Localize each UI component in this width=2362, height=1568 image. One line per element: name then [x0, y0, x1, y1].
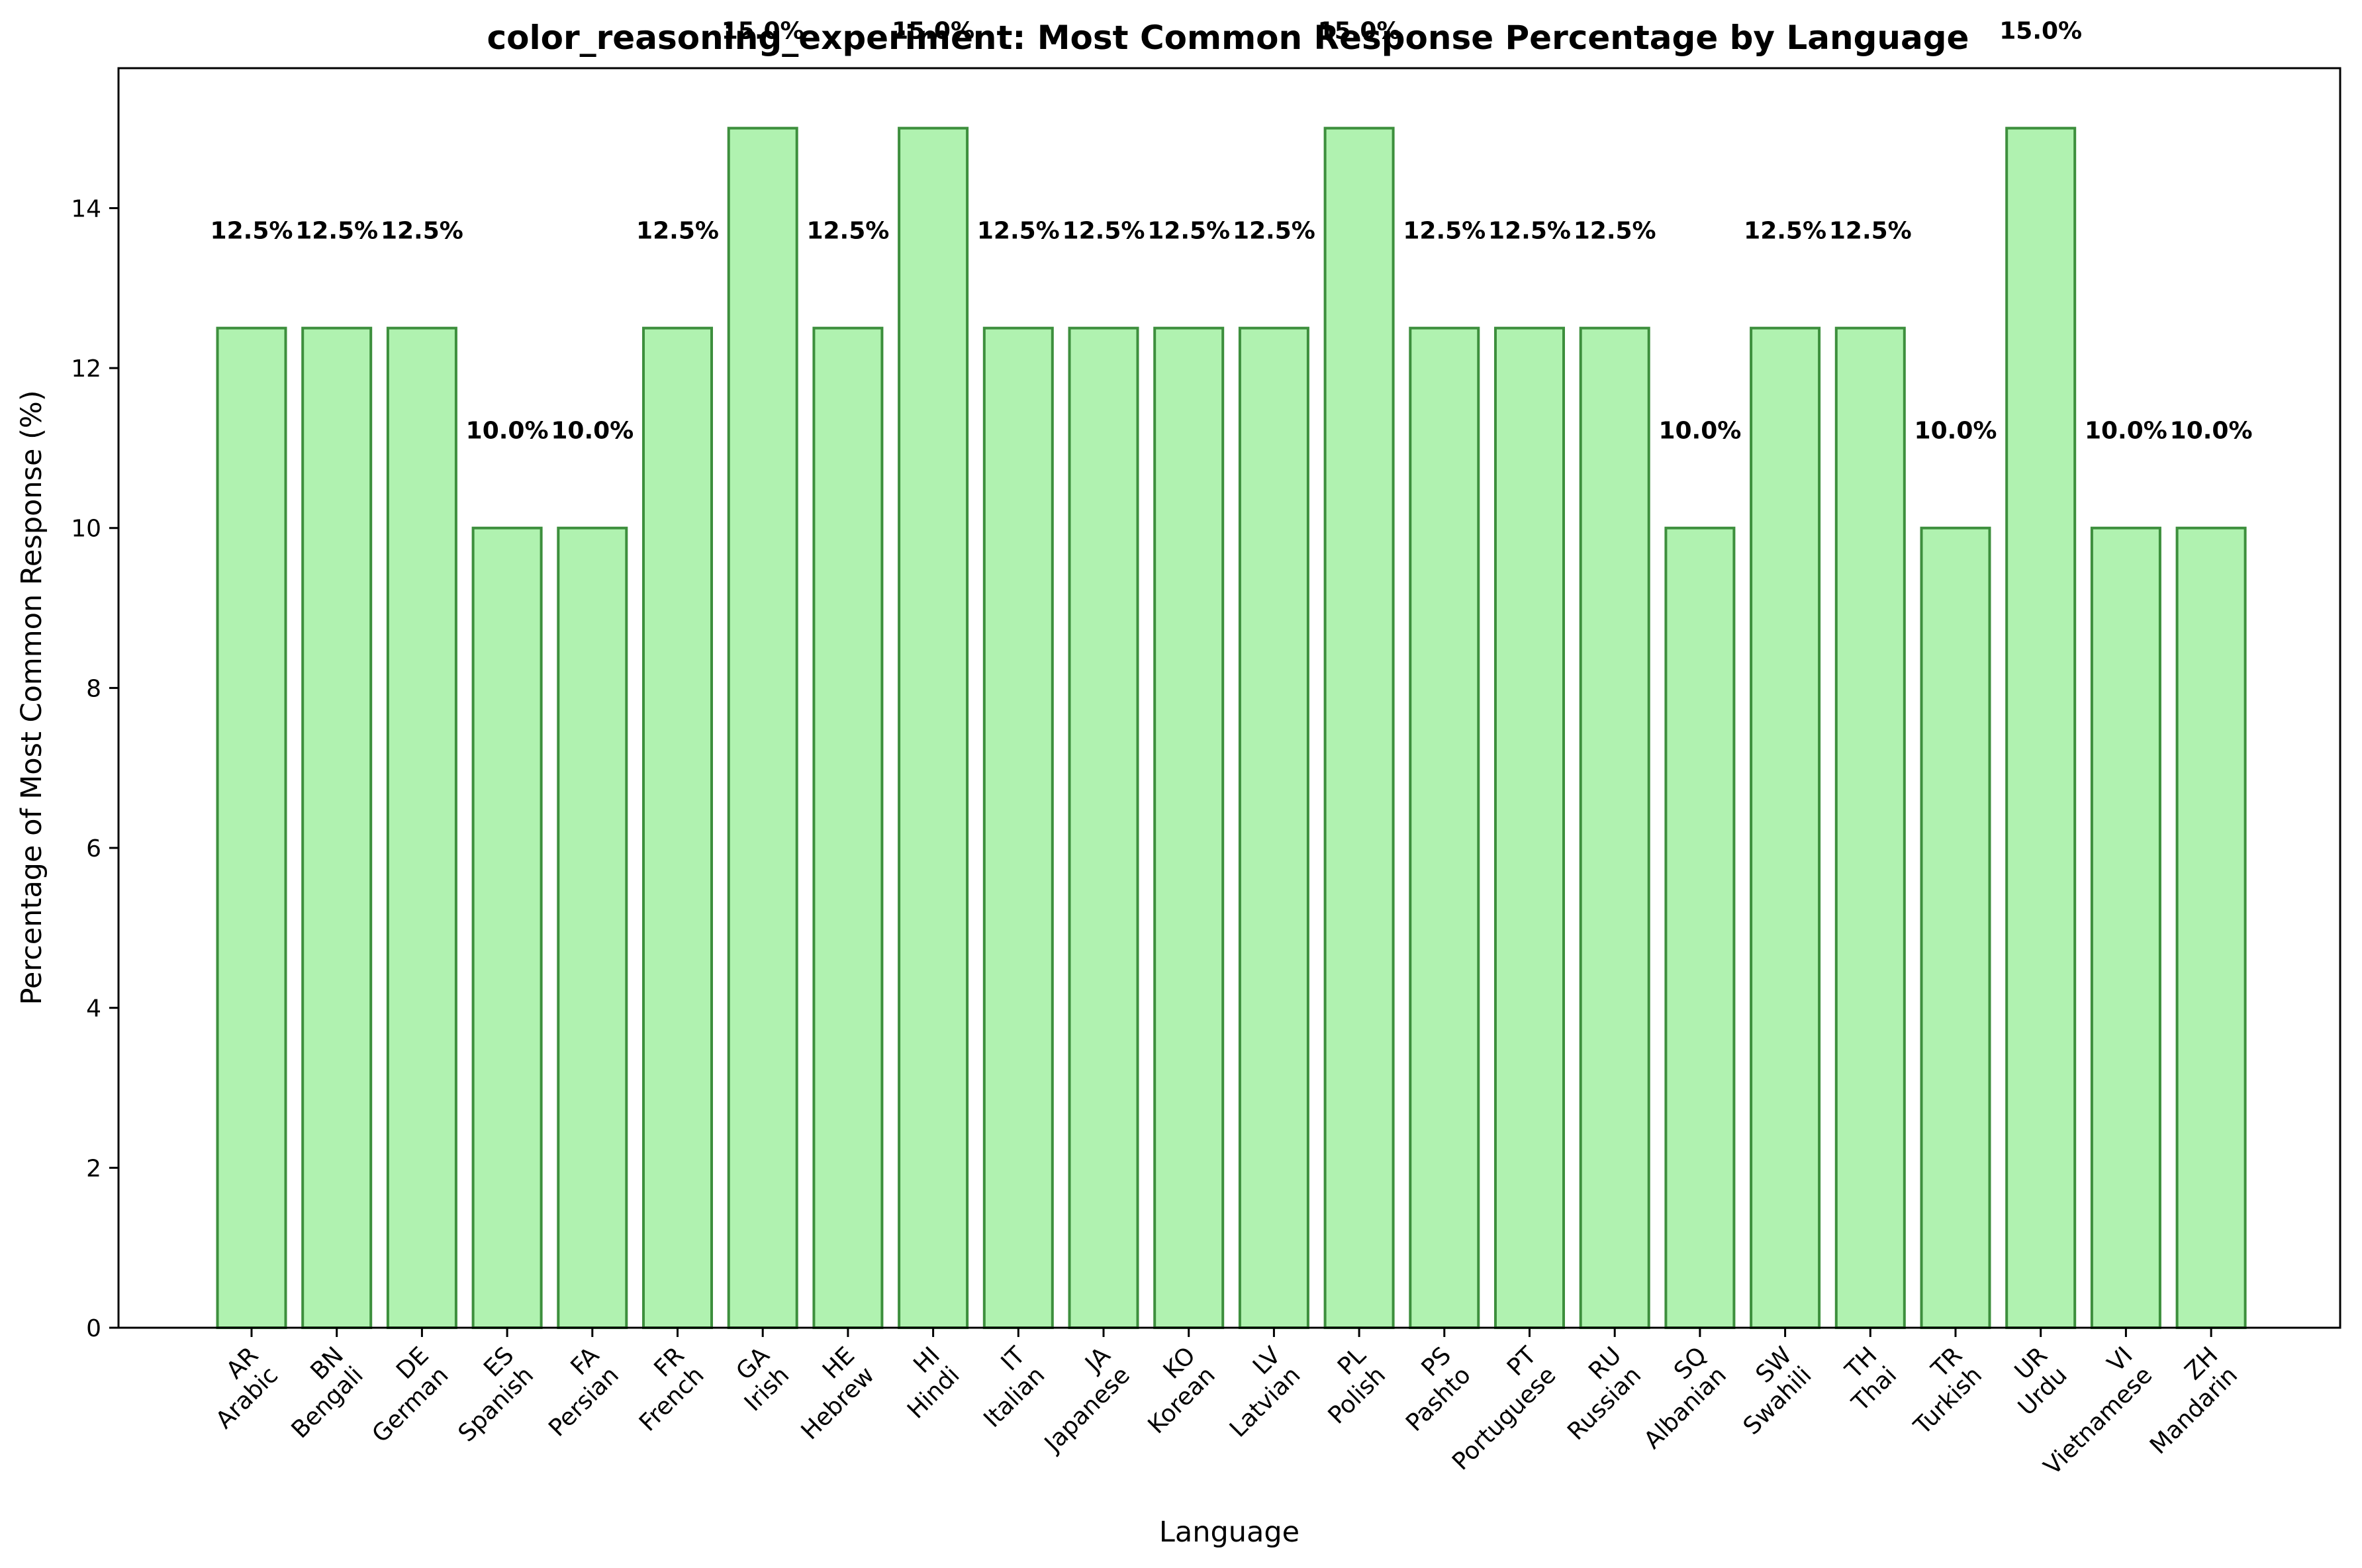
data-label-ar: 12.5% — [211, 218, 293, 245]
bar-ur — [2005, 126, 2077, 1330]
y-axis-label: Percentage of Most Common Response (%) — [15, 391, 48, 1005]
data-label-hi: 15.0% — [892, 18, 974, 45]
chart-title: color_reasoning_experiment: Most Common … — [487, 19, 1969, 57]
x-tick-label-de: DEGerman — [348, 1342, 454, 1448]
x-tick-label-ru: RURussian — [1543, 1342, 1647, 1446]
x-tick-label-he: HEHebrew — [777, 1342, 880, 1445]
data-label-ps: 12.5% — [1403, 218, 1486, 245]
bar-th — [1834, 326, 1906, 1330]
bar-ko — [1153, 326, 1225, 1330]
bar-ru — [1579, 326, 1650, 1330]
data-label-sw: 12.5% — [1744, 218, 1826, 245]
bar-sq — [1664, 526, 1736, 1330]
x-tick-label-ko: KOKorean — [1123, 1342, 1221, 1439]
y-tick-label: 12 — [71, 355, 101, 383]
y-tick-label: 0 — [86, 1315, 101, 1342]
bar-vi — [2090, 526, 2161, 1330]
data-label-it: 12.5% — [977, 218, 1060, 245]
plot-frame — [117, 67, 2341, 1329]
bar-hi — [898, 126, 969, 1330]
bar-sw — [1750, 326, 1821, 1330]
data-label-sq: 10.0% — [1658, 418, 1741, 445]
bar-lv — [1238, 326, 1309, 1330]
data-label-de: 12.5% — [381, 218, 463, 245]
x-tick-label-es: ESSpanish — [434, 1342, 539, 1447]
x-tick-label-bn: BNBengali — [267, 1342, 369, 1444]
data-label-zh: 10.0% — [2170, 418, 2253, 445]
x-tick-label-ja: JAJapanese — [1019, 1342, 1135, 1458]
bar-he — [812, 326, 884, 1330]
x-axis: ARArabic BNBengali DEGerman ESSpanishFAPers… — [191, 1328, 2243, 1481]
bar-ga — [727, 126, 798, 1330]
data-labels-group: 12.5% 12.5% 12.5%10.0% 10.0%12.5%15.0%12.5%… — [211, 18, 2253, 445]
data-label-pl: 15.0% — [1318, 18, 1401, 45]
y-tick-label: 6 — [86, 835, 101, 862]
x-tick-label-ur: URUrdu — [1993, 1342, 2073, 1421]
data-label-ur: 15.0% — [1999, 18, 2082, 45]
data-label-fr: 12.5% — [636, 218, 719, 245]
x-tick-name: Japanese — [1039, 1361, 1135, 1458]
x-tick-label-tr: TRTurkish — [1889, 1342, 1987, 1440]
x-tick-label-pl: PLPolish — [1303, 1342, 1391, 1429]
y-tick-label: 8 — [86, 675, 101, 702]
y-axis: 0 2 4 6 8 10 12 14 — [71, 195, 118, 1342]
data-label-ga: 15.0% — [722, 18, 804, 45]
x-tick-label-ar: ARArabic — [191, 1342, 283, 1434]
data-label-tr: 10.0% — [1914, 418, 1997, 445]
data-label-ko: 12.5% — [1147, 218, 1230, 245]
y-tick-label: 4 — [86, 995, 101, 1023]
bar-fr — [642, 326, 713, 1330]
bar-zh — [2175, 526, 2247, 1330]
bar-pt — [1494, 326, 1565, 1330]
bar-it — [982, 326, 1054, 1330]
bar-ar — [216, 326, 287, 1330]
x-tick-label-sw: SWSwahili — [1719, 1342, 1817, 1440]
x-tick-label-fr: FRFrench — [614, 1342, 709, 1436]
x-tick-label-fa: FAPersian — [524, 1342, 625, 1442]
bar-ja — [1068, 326, 1139, 1330]
x-tick-label-hi: HIHindi — [882, 1342, 965, 1424]
data-label-vi: 10.0% — [2085, 418, 2167, 445]
x-tick-label-zh: ZHMandarin — [2125, 1342, 2243, 1459]
x-tick-label-it: ITItalian — [959, 1342, 1051, 1433]
y-tick-label: 2 — [86, 1155, 101, 1182]
data-label-he: 12.5% — [806, 218, 889, 245]
y-tick-label: 14 — [71, 195, 101, 222]
x-tick-label-ps: PSPashto — [1381, 1342, 1476, 1436]
data-label-fa: 10.0% — [551, 418, 634, 445]
bar-fa — [557, 526, 628, 1330]
bar-tr — [1920, 526, 1991, 1330]
y-tick-label: 10 — [71, 516, 101, 543]
data-label-bn: 12.5% — [295, 218, 378, 245]
bar-es — [471, 526, 543, 1330]
x-axis-label: Language — [1159, 1516, 1299, 1549]
bar-de — [386, 326, 457, 1330]
data-label-lv: 12.5% — [1233, 218, 1315, 245]
bar-pl — [1323, 126, 1395, 1330]
data-label-th: 12.5% — [1829, 218, 1912, 245]
x-tick-label-th: THThai — [1827, 1342, 1903, 1417]
x-tick-label-lv: LVLatvian — [1205, 1342, 1306, 1443]
bars-group — [216, 126, 2247, 1330]
data-label-pt: 12.5% — [1488, 218, 1571, 245]
x-tick-label-ga: GAIrish — [720, 1342, 794, 1416]
data-label-ru: 12.5% — [1574, 218, 1656, 245]
x-tick-label-sq: SQAlbanian — [1619, 1342, 1732, 1454]
data-label-es: 10.0% — [466, 418, 549, 445]
data-label-ja: 12.5% — [1063, 218, 1145, 245]
bar-bn — [301, 326, 373, 1330]
bar-ps — [1409, 326, 1480, 1330]
